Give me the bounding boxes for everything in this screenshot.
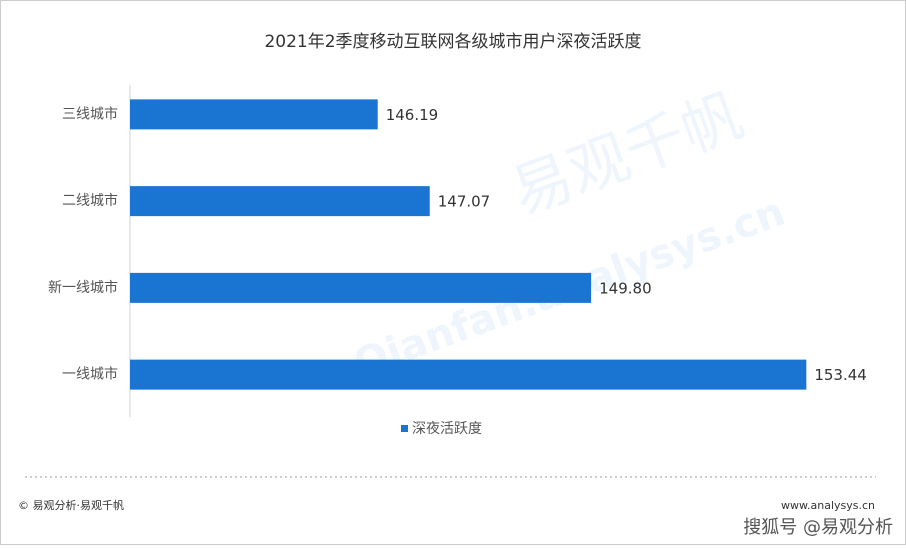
chart-title: 2021年2季度移动互联网各级城市用户深夜活跃度 xyxy=(264,32,641,52)
y-tick-label: 新一线城市 xyxy=(48,279,118,296)
legend-swatch xyxy=(401,425,408,432)
bar xyxy=(130,186,430,217)
bar xyxy=(130,272,592,303)
footer-left: © 易观分析·易观千帆 xyxy=(18,498,124,512)
legend-label: 深夜活跃度 xyxy=(412,421,482,437)
y-tick-label: 三线城市 xyxy=(62,105,118,122)
value-label: 147.07 xyxy=(438,193,491,211)
value-label: 146.19 xyxy=(386,106,439,124)
footer-stamp: 搜狐号 @易观分析 xyxy=(743,517,893,538)
bar xyxy=(130,359,807,390)
value-label: 153.44 xyxy=(814,366,867,384)
y-tick-label: 一线城市 xyxy=(62,366,118,383)
bar xyxy=(130,99,378,130)
footer-right: www.analysys.cn xyxy=(781,499,875,512)
y-tick-label: 二线城市 xyxy=(62,192,118,209)
value-label: 149.80 xyxy=(599,279,652,297)
